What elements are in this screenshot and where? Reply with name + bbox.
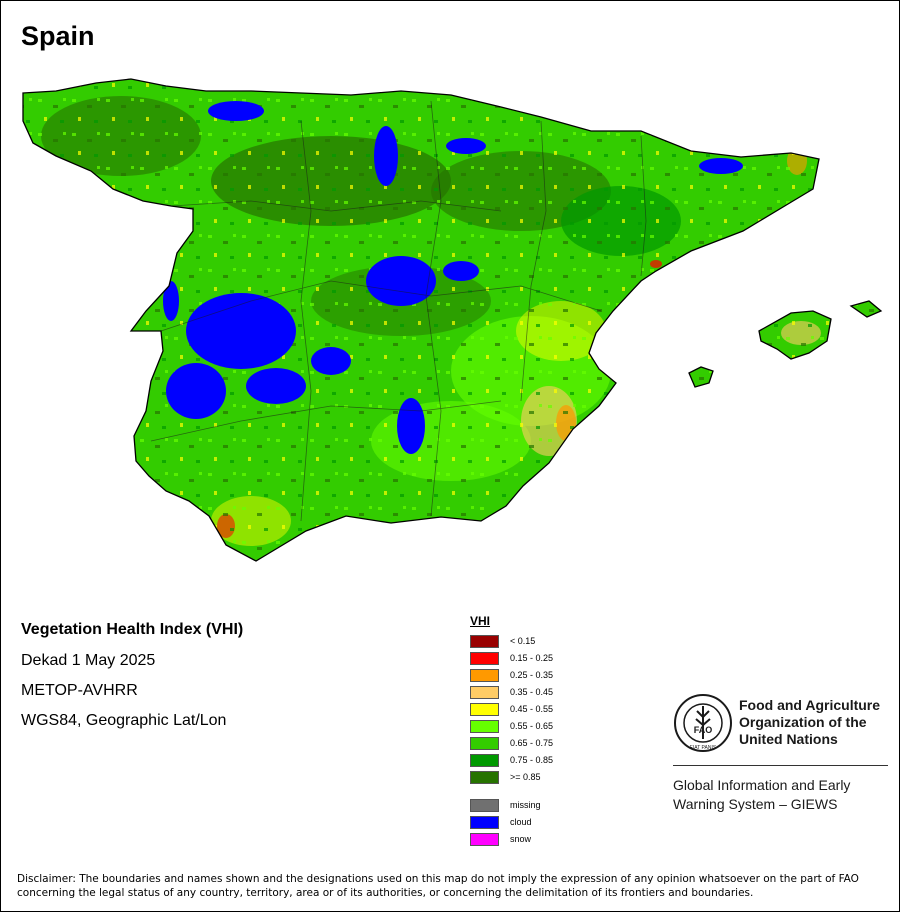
legend-item: < 0.15	[470, 634, 535, 648]
legend-swatch	[470, 702, 499, 716]
legend-swatch	[470, 634, 499, 648]
legend-item: 0.45 - 0.55	[470, 702, 553, 716]
legend-item: cloud	[470, 815, 532, 829]
legend-item: snow	[470, 832, 531, 846]
legend-label: cloud	[510, 817, 532, 827]
fao-org-line: Organization of the	[739, 714, 867, 730]
giews-line: Warning System – GIEWS	[673, 796, 838, 812]
vhi-raster	[23, 79, 881, 561]
country-title: Spain	[21, 21, 95, 51]
legend-swatch	[470, 668, 499, 682]
fao-org-name: Food and Agriculture Organization of the…	[739, 697, 880, 748]
giews-label: Global Information and Early Warning Sys…	[673, 776, 850, 814]
legend-swatch	[470, 832, 499, 846]
fao-logo-icon: FAO FIAT PANIS	[674, 694, 732, 752]
giews-line: Global Information and Early	[673, 777, 851, 793]
product-title: Vegetation Health Index (VHI)	[21, 621, 244, 638]
legend-item: 0.35 - 0.45	[470, 685, 553, 699]
legend-swatch	[470, 798, 499, 812]
legend-swatch	[470, 736, 499, 750]
sensor-label: METOP-AVHRR	[21, 682, 138, 699]
legend-item: 0.15 - 0.25	[470, 651, 553, 665]
legend-item: 0.75 - 0.85	[470, 753, 553, 767]
legend-swatch	[470, 685, 499, 699]
projection-label: WGS84, Geographic Lat/Lon	[21, 712, 227, 729]
svg-text:FAO: FAO	[694, 725, 713, 735]
legend-item: missing	[470, 798, 541, 812]
legend-label: 0.25 - 0.35	[510, 670, 554, 680]
coastline	[22, 78, 883, 562]
legend-label: 0.75 - 0.85	[510, 755, 554, 765]
legend-label: < 0.15	[510, 636, 536, 646]
legend-item: 0.55 - 0.65	[470, 719, 553, 733]
disclaimer: Disclaimer: The boundaries and names sho…	[17, 873, 859, 899]
legend-label: snow	[510, 834, 532, 844]
legend-item: 0.25 - 0.35	[470, 668, 553, 682]
svg-text:FIAT PANIS: FIAT PANIS	[690, 745, 717, 751]
legend-swatch	[470, 770, 499, 784]
legend-label: 0.15 - 0.25	[510, 653, 554, 663]
fao-org-line: Food and Agriculture	[739, 697, 881, 713]
legend-swatch	[470, 815, 499, 829]
vhi-map	[22, 78, 883, 562]
legend-swatch	[470, 651, 499, 665]
legend-label: 0.55 - 0.65	[510, 721, 554, 731]
legend-swatch	[470, 753, 499, 767]
fao-org-line: United Nations	[739, 731, 838, 747]
legend-item: >= 0.85	[470, 770, 541, 784]
legend-swatch	[470, 719, 499, 733]
logo-divider	[673, 765, 888, 766]
legend-label: 0.35 - 0.45	[510, 687, 554, 697]
period-label: Dekad 1 May 2025	[21, 652, 156, 669]
legend-label: 0.65 - 0.75	[510, 738, 554, 748]
legend-label: >= 0.85	[510, 772, 541, 782]
legend-label: missing	[510, 800, 541, 810]
legend-label: 0.45 - 0.55	[510, 704, 554, 714]
legend-item: 0.65 - 0.75	[470, 736, 553, 750]
legend-title: VHI	[470, 614, 491, 628]
